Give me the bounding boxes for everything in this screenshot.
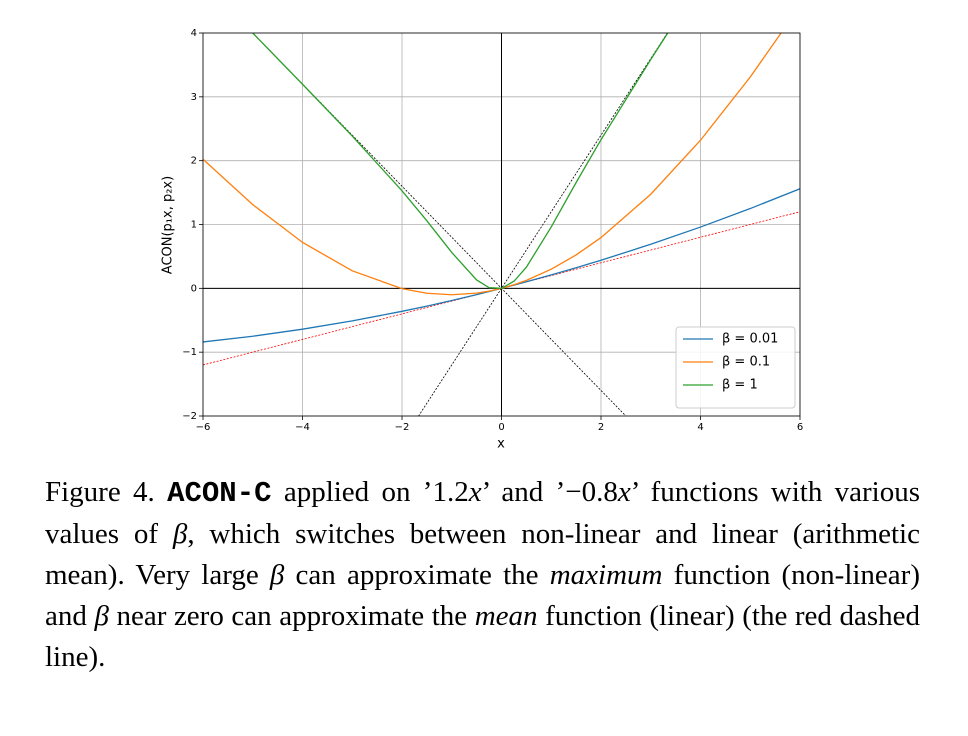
legend-label: β = 0.01 (722, 332, 778, 347)
y-tick-label: 3 (191, 92, 197, 103)
x-tick-label: 4 (697, 422, 703, 433)
y-tick-label: −2 (182, 411, 197, 422)
caption-text: near zero can approximate the (108, 600, 475, 632)
x-tick-label: −6 (196, 422, 211, 433)
caption-text: ACON-C (167, 477, 272, 510)
caption-text: β (269, 559, 285, 591)
x-tick-label: 0 (498, 422, 504, 433)
caption-text: applied on ’1.2 (271, 476, 469, 508)
caption-text: x (468, 476, 482, 508)
caption-text: ’ functions with various values of (45, 476, 921, 550)
x-axis-label: x (497, 437, 505, 452)
y-tick-label: 4 (191, 28, 197, 39)
caption-text: Figure 4. (45, 476, 168, 508)
legend-box (675, 326, 796, 409)
y-tick-label: −1 (182, 347, 197, 358)
caption-text: can approximate the (284, 559, 550, 591)
caption-text: β (172, 518, 188, 550)
y-axis-label: ACON(p₁x, p₂x) (161, 176, 176, 274)
y-tick-label: 0 (191, 283, 197, 294)
caption-text: maximum (549, 559, 663, 591)
caption-text: function (linear) (the red dashed line). (45, 600, 921, 673)
y-tick-label: 1 (191, 220, 197, 231)
series-line (251, 33, 669, 289)
y-tick-label: 2 (191, 156, 197, 167)
caption-text: ’ and ’−0.8 (481, 476, 618, 508)
caption-text: x (617, 476, 631, 508)
plot-lines (203, 33, 800, 416)
caption-text: function (non-linear) and (45, 559, 920, 632)
caption: Figure 4. ACON-C applied on ’1.2x’ and ’… (45, 472, 920, 678)
plot-frame (202, 32, 801, 417)
legend-label: β = 0.1 (722, 355, 770, 370)
legend-label: β = 1 (722, 378, 758, 393)
caption-text: mean (474, 600, 538, 632)
chart: x ACON(p₁x, p₂x) −6 −4 −2 0 2 4 6 −2 −1 0 1 2 3 4 β = … (161, 28, 804, 452)
x-tick-label: −2 (395, 422, 410, 433)
caption-text: , which switches between non-linear and … (45, 518, 920, 591)
caption-text: β (94, 600, 109, 632)
x-tick-label: −4 (295, 422, 310, 433)
x-tick-label: 2 (598, 422, 604, 433)
x-tick-label: 6 (797, 422, 803, 433)
